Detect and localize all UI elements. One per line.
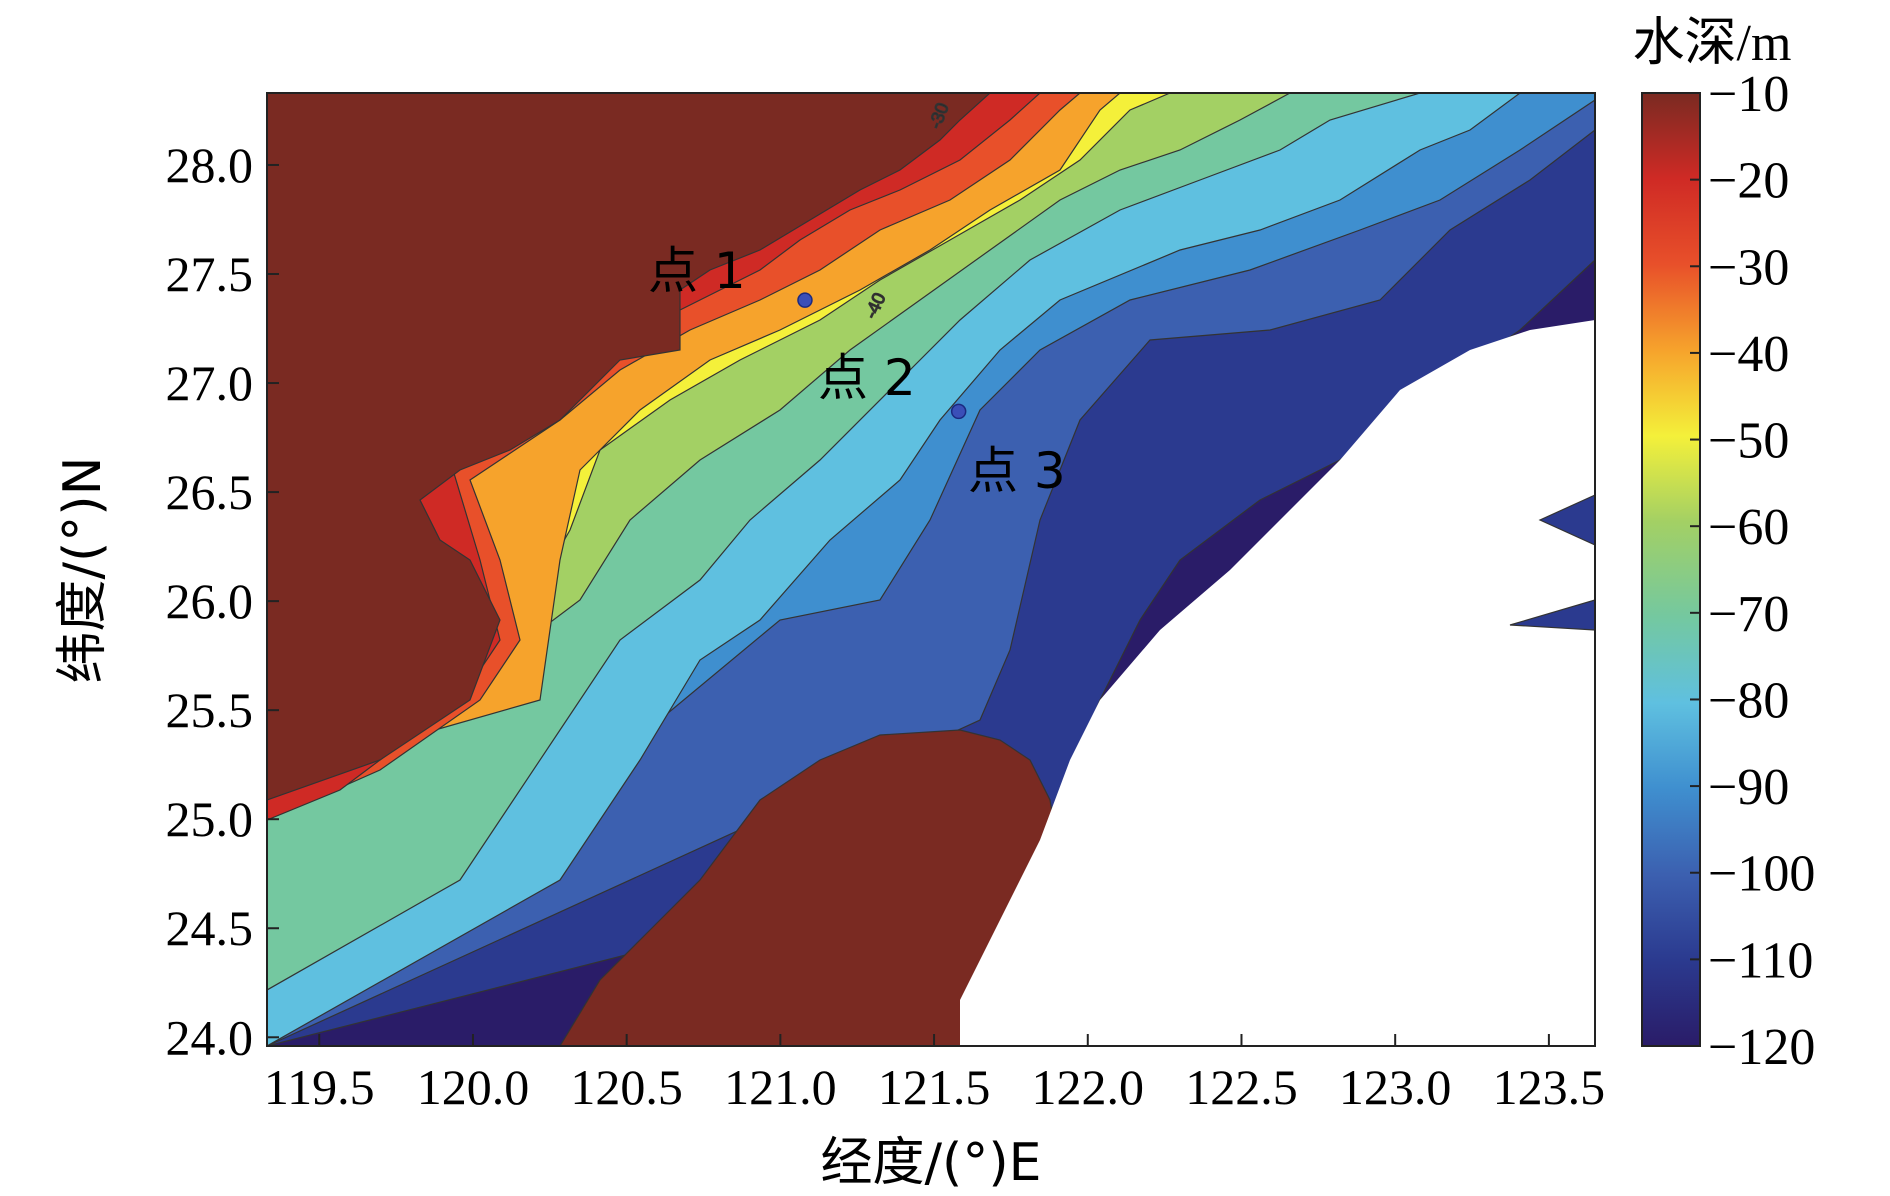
colorbar-tick-label: −50 (1708, 413, 1789, 470)
x-tick-label: 120.5 (570, 1059, 683, 1115)
colorbar-tick-label: −110 (1708, 932, 1813, 989)
colorbar-tick-label: −40 (1708, 326, 1789, 383)
point-2-marker (950, 403, 967, 420)
deep-feature-right-1 (1538, 494, 1595, 546)
y-tick-label: 24.0 (166, 1009, 254, 1065)
y-tick-label: 26.5 (166, 464, 254, 520)
colorbar-title: 水深/m (1633, 15, 1792, 72)
plot-frame (266, 92, 1596, 1047)
colorbar-tick-label: −30 (1708, 239, 1789, 296)
no-data-region (960, 320, 1595, 1046)
y-tick-label: 27.0 (166, 355, 254, 411)
colorbar-ticks: −10 −20 −30 −40 −50 −60 −70 −80 −90 −100 −110 −120 (1690, 66, 1815, 1076)
x-axis-ticks: 119.5 120.0 120.5 121.0 121.5 122.0 122.5 123.0… (264, 1034, 1605, 1115)
point-2-label: 点 2 (818, 349, 916, 407)
colorbar-tick-label: −20 (1708, 153, 1789, 210)
colorbar: 水深/m −10 −20 −30 −40 −50 −60 −70 −80 −90 −100 −110… (1633, 15, 1816, 1076)
x-tick-label: 123.5 (1493, 1059, 1606, 1115)
point-3-label: 点 3 (968, 442, 1066, 500)
x-tick-label: 121.0 (724, 1059, 837, 1115)
x-tick-label: 122.0 (1032, 1059, 1145, 1115)
land-mainland (267, 93, 991, 801)
x-tick-label: 121.5 (878, 1059, 991, 1115)
y-tick-label: 27.5 (166, 246, 254, 302)
colorbar-tick-label: −120 (1708, 1019, 1815, 1076)
x-tick-label: 120.0 (417, 1059, 530, 1115)
y-tick-label: 24.5 (166, 900, 254, 956)
x-tick-label: 123.0 (1339, 1059, 1452, 1115)
x-axis-title: 经度/(°)E (821, 1133, 1042, 1193)
map-plot-area: -30 -40 (267, 93, 1595, 1046)
colorbar-tick-label: −10 (1708, 66, 1789, 123)
deep-feature-right-2 (1509, 599, 1595, 631)
y-tick-label: 26.0 (166, 573, 254, 629)
point-1-marker (797, 292, 813, 308)
colorbar-tick-label: −100 (1708, 846, 1815, 903)
y-tick-label: 25.0 (166, 791, 254, 847)
colorbar-tick-label: −70 (1708, 586, 1789, 643)
colorbar-tick-label: −60 (1708, 499, 1789, 556)
point-1-label: 点 1 (648, 242, 746, 300)
y-axis-title: 纬度/(°)N (53, 457, 113, 684)
x-tick-label: 119.5 (264, 1059, 375, 1115)
colorbar-tick-label: −80 (1708, 672, 1789, 729)
colorbar-gradient (1641, 92, 1701, 1047)
y-tick-label: 28.0 (166, 137, 254, 193)
y-tick-label: 25.5 (166, 682, 254, 738)
x-tick-label: 122.5 (1185, 1059, 1298, 1115)
y-axis-ticks: 24.0 24.5 25.0 25.5 26.0 26.5 27.0 27.5 28.0 (166, 137, 279, 1065)
colorbar-tick-label: −90 (1708, 759, 1789, 816)
